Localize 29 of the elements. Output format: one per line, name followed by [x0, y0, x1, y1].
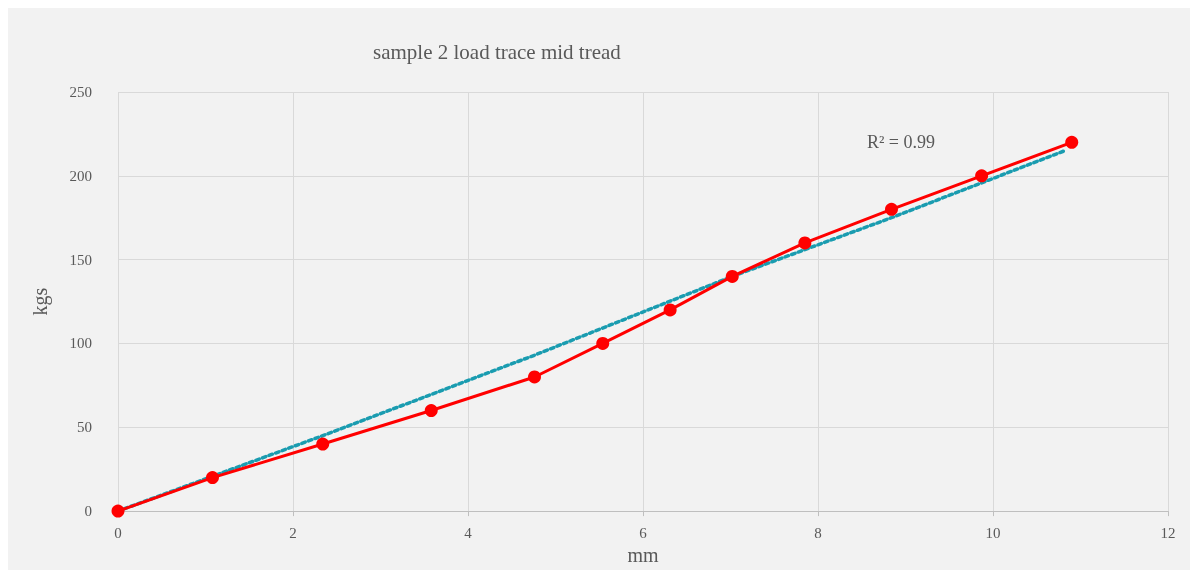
x-tick-label: 6 — [639, 524, 648, 541]
y-tick-label: 100 — [69, 335, 92, 352]
point — [663, 303, 677, 317]
x-tick-label: 12 — [1160, 524, 1176, 541]
point — [1065, 135, 1079, 149]
x-axis-title: mm — [627, 544, 659, 566]
y-tick-label: 150 — [69, 251, 92, 268]
x-tick-label: 4 — [464, 524, 473, 541]
x-tick-label: 2 — [289, 524, 297, 541]
point — [596, 336, 610, 350]
y-tick-label: 50 — [77, 419, 92, 436]
x-tick-label: 0 — [114, 524, 122, 541]
point — [424, 404, 438, 418]
y-tick-label: 200 — [69, 167, 92, 184]
point — [316, 437, 330, 451]
point — [111, 504, 125, 518]
chart-title: sample 2 load trace mid tread — [373, 39, 622, 64]
point — [528, 370, 541, 384]
y-tick-label: 0 — [84, 503, 92, 520]
point — [206, 471, 219, 485]
point — [798, 236, 812, 250]
y-tick-label: 250 — [69, 84, 92, 100]
y-axis-title: kgs — [29, 287, 52, 316]
annotation: R² = 0.99 — [866, 132, 936, 152]
point — [975, 169, 989, 183]
point — [725, 269, 739, 283]
point — [885, 202, 898, 216]
x-tick-label: 10 — [985, 524, 1001, 541]
x-tick-label: 8 — [814, 524, 822, 541]
